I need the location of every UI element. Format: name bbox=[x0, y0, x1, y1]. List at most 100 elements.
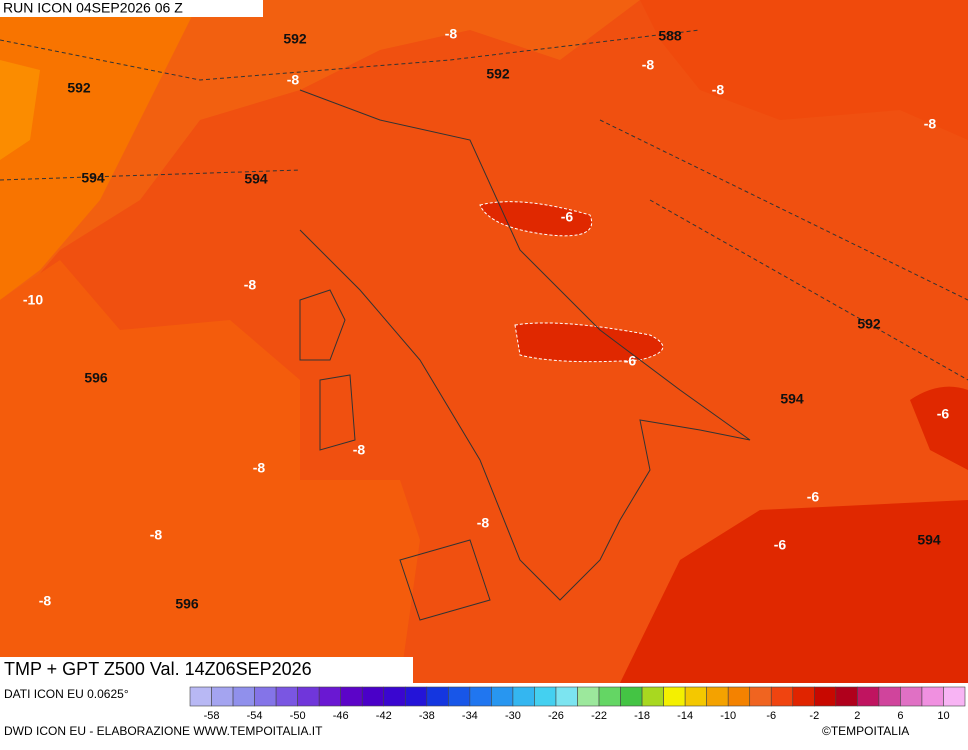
colorbar-label: 2 bbox=[854, 710, 860, 722]
data-source: DATI ICON EU 0.0625° bbox=[4, 687, 129, 701]
temperature-label: -8 bbox=[244, 277, 257, 293]
coastline bbox=[299, 89, 751, 601]
colorbar-box bbox=[577, 686, 600, 707]
warm-zone bbox=[0, 60, 40, 160]
warm-zone bbox=[0, 0, 200, 300]
colorbar-box bbox=[448, 686, 471, 707]
colorbar-label: 6 bbox=[897, 710, 903, 722]
colorbar-box bbox=[512, 686, 535, 707]
copyright: ©TEMPOITALIA bbox=[822, 724, 909, 738]
height-label: 594 bbox=[81, 170, 105, 186]
colorbar-box bbox=[426, 686, 449, 707]
colorbar-box bbox=[383, 686, 406, 707]
colorbar-label: -50 bbox=[290, 710, 306, 722]
temperature-label: -8 bbox=[642, 57, 655, 73]
colorbar-box bbox=[211, 686, 234, 707]
colorbar-box bbox=[275, 686, 298, 707]
temperature-label: -8 bbox=[477, 515, 490, 531]
colorbar-box bbox=[770, 686, 794, 707]
temperature-label: -10 bbox=[23, 292, 43, 308]
colorbar-box bbox=[878, 686, 901, 707]
temperature-label: -8 bbox=[445, 26, 458, 42]
colorbar-box bbox=[620, 686, 643, 707]
island bbox=[299, 289, 491, 621]
colorbar-label: -30 bbox=[505, 710, 521, 722]
colorbar-box bbox=[921, 686, 944, 707]
temperature-label: -6 bbox=[561, 209, 574, 225]
cold-zone bbox=[620, 500, 968, 683]
temperature-label: -8 bbox=[924, 116, 937, 132]
height-label: 594 bbox=[917, 532, 941, 548]
height-contour bbox=[0, 29, 968, 381]
colorbar-box bbox=[469, 686, 492, 707]
colorbar-box bbox=[749, 686, 772, 707]
temperature-label: -8 bbox=[150, 527, 163, 543]
height-label: 596 bbox=[84, 370, 108, 386]
temperature-label: -6 bbox=[807, 489, 820, 505]
height-label: 588 bbox=[658, 28, 682, 44]
cold-zone bbox=[910, 386, 968, 470]
temperature-label: -6 bbox=[624, 353, 637, 369]
colorbar-box bbox=[297, 686, 320, 707]
map-title: TMP + GPT Z500 Val. 14Z06SEP2026 bbox=[4, 659, 312, 679]
colorbar-label: -42 bbox=[376, 710, 392, 722]
temperature-label: -8 bbox=[253, 460, 266, 476]
colorbar-box bbox=[900, 686, 923, 707]
colorbar-box bbox=[663, 686, 686, 707]
colorbar-box bbox=[792, 686, 815, 707]
colorbar-box bbox=[857, 686, 880, 707]
colorbar-box bbox=[404, 686, 428, 707]
temperature-label: -8 bbox=[287, 72, 300, 88]
colorbar-label: -14 bbox=[677, 710, 693, 722]
colorbar-label: -34 bbox=[462, 710, 478, 722]
title-box bbox=[0, 657, 413, 684]
height-label: 594 bbox=[780, 391, 804, 407]
credit: DWD ICON EU - ELABORAZIONE WWW.TEMPOITAL… bbox=[4, 724, 323, 738]
colorbar-box bbox=[814, 686, 837, 707]
colorbar-box bbox=[943, 686, 966, 707]
run-box bbox=[0, 0, 263, 17]
colorbar-label: 10 bbox=[937, 710, 949, 722]
colorbar-box bbox=[555, 686, 578, 707]
colorbar-box bbox=[189, 686, 212, 707]
colorbar-box bbox=[598, 686, 621, 707]
height-label: 592 bbox=[67, 80, 91, 96]
colorbar-box bbox=[727, 686, 751, 707]
colorbar-box bbox=[491, 686, 514, 707]
colorbar-label: -38 bbox=[419, 710, 435, 722]
colorbar-box bbox=[361, 686, 385, 707]
colorbar-label: -46 bbox=[333, 710, 349, 722]
colorbar-box bbox=[254, 686, 277, 707]
colorbar-box bbox=[684, 686, 707, 707]
height-label: 592 bbox=[486, 66, 510, 82]
height-label: 592 bbox=[857, 316, 881, 332]
height-label: 594 bbox=[244, 171, 268, 187]
temperature-label: -6 bbox=[774, 537, 787, 553]
cold-zone bbox=[479, 201, 592, 237]
colorbar-label: -26 bbox=[548, 710, 564, 722]
colorbar-box bbox=[641, 686, 664, 707]
colorbar-box bbox=[706, 686, 729, 707]
temp-zone bbox=[640, 0, 968, 140]
colorbar-box bbox=[835, 686, 858, 707]
colorbar-label: -58 bbox=[204, 710, 220, 722]
colorbar-label: -6 bbox=[766, 710, 776, 722]
run-label: RUN ICON 04SEP2026 06 Z bbox=[3, 0, 183, 16]
temp-zone bbox=[0, 260, 420, 683]
height-label: 592 bbox=[283, 31, 307, 47]
temperature-label: -8 bbox=[39, 593, 52, 609]
colorbar-label: -10 bbox=[720, 710, 736, 722]
colorbar-label: -18 bbox=[634, 710, 650, 722]
height-label: 596 bbox=[175, 596, 199, 612]
temperature-label: -6 bbox=[937, 406, 950, 422]
colorbar-label: -54 bbox=[247, 710, 263, 722]
cold-zone bbox=[514, 322, 664, 363]
colorbar-box bbox=[232, 686, 255, 707]
colorbar-label: -2 bbox=[809, 710, 819, 722]
colorbar-box bbox=[534, 686, 557, 707]
colorbar-label: -22 bbox=[591, 710, 607, 722]
colorbar-box bbox=[340, 686, 363, 707]
temperature-label: -8 bbox=[353, 442, 366, 458]
colorbar-box bbox=[318, 686, 341, 707]
